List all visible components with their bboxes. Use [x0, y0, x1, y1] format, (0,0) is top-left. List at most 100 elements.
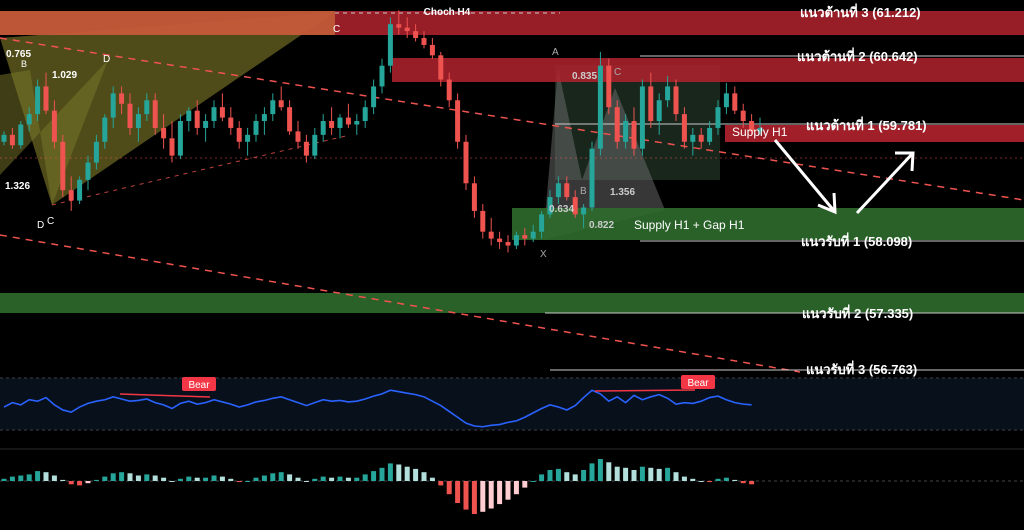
macd-bar [665, 467, 671, 481]
macd-bar [371, 471, 377, 481]
candle-body [270, 100, 276, 115]
support-2-zone [0, 293, 1024, 313]
left-trend-line [51, 134, 351, 206]
candle-body [497, 238, 503, 243]
point-label: X [540, 249, 547, 260]
candle-body [530, 231, 536, 239]
right-harmonic-pattern [543, 68, 665, 240]
macd-bar [463, 481, 469, 510]
candle-body [18, 124, 24, 146]
macd-bar [270, 473, 276, 481]
rsi-line [3, 389, 752, 428]
macd-bar [287, 474, 293, 481]
resistance-1-label: แนวต้านที่ 1 (59.781) [806, 116, 927, 133]
candle-body [581, 207, 587, 215]
macd-bar [152, 475, 158, 481]
candle-body [337, 117, 343, 128]
up-arrow-line [855, 151, 915, 215]
macd-bar [303, 481, 309, 482]
up-arrow-head [895, 151, 915, 172]
bear-badge-label: Bear [687, 378, 709, 389]
macd-bar [43, 472, 49, 481]
macd-bar [387, 463, 393, 481]
macd-bar [203, 477, 209, 481]
candle-body [740, 110, 746, 122]
candle-body [253, 121, 259, 135]
macd-bar [631, 470, 637, 481]
macd-bar [480, 481, 486, 512]
bear-divergence-line [119, 393, 211, 398]
candle-body [110, 93, 116, 118]
macd-bar [715, 478, 721, 481]
candle-body [119, 93, 125, 104]
macd-bar [68, 481, 74, 485]
macd-bar [161, 477, 167, 481]
macd-bar [144, 474, 150, 481]
candle-body [261, 114, 267, 122]
macd-bar [522, 481, 528, 488]
candle-body [144, 100, 150, 115]
candle-body [513, 235, 519, 246]
chart-title: Choch H4 [424, 7, 471, 18]
candle-body [68, 190, 74, 201]
macd-histogram [1, 459, 755, 514]
macd-bar [681, 476, 687, 481]
candle-body [463, 141, 469, 184]
candle-body [681, 114, 687, 142]
candle-body [597, 65, 603, 149]
macd-bar [488, 481, 494, 509]
supply-h1-zone [725, 125, 1024, 142]
ratio-label: 0.634 [549, 204, 574, 215]
resistance-2-zone [392, 58, 1024, 82]
macd-bar [228, 478, 234, 481]
candle-body [387, 24, 393, 66]
macd-bar [404, 466, 410, 481]
macd-bar [219, 476, 225, 481]
macd-bar [329, 477, 335, 481]
ratio-label: 0.822 [589, 220, 614, 231]
candle-body [102, 117, 108, 142]
candle-body [429, 44, 435, 56]
candle-body [505, 242, 511, 246]
candle-body [35, 86, 41, 115]
candle-body [648, 86, 654, 122]
resistance-2-label: แนวต้านที่ 2 (60.642) [797, 47, 918, 64]
candle-body [757, 127, 763, 132]
candle-body [203, 121, 209, 128]
macd-bar [354, 477, 360, 481]
candle-body [177, 121, 183, 156]
upper-channel-line [0, 37, 1024, 201]
candle-body [522, 235, 528, 239]
candle-body [287, 107, 293, 132]
macd-bar [110, 473, 116, 481]
macd-bar [589, 463, 595, 481]
demand-zone [512, 208, 1024, 240]
macd-bar [455, 481, 461, 503]
candle-body [43, 86, 49, 111]
candle-body [488, 231, 494, 239]
candle-body [320, 121, 326, 135]
candle-body [715, 107, 721, 128]
macd-bar [236, 481, 242, 483]
candle-body [245, 134, 251, 142]
macd-bar [446, 481, 452, 495]
macd-bar [740, 481, 746, 484]
candle-body [161, 127, 167, 139]
candle-body [278, 100, 284, 108]
candle-body [362, 107, 368, 122]
point-label: B [580, 186, 587, 197]
candle-body [236, 127, 242, 142]
candle-body [572, 197, 578, 215]
candle-body [413, 31, 419, 39]
candle-body [312, 134, 318, 156]
candle-body [379, 65, 385, 87]
macd-bar [413, 468, 419, 481]
macd-bar [707, 481, 713, 483]
ratio-label: 1.356 [610, 187, 635, 198]
candle-body [219, 107, 225, 118]
resistance-3-zone-overlap [0, 11, 335, 35]
candle-body [194, 110, 200, 128]
macd-bar [656, 468, 662, 481]
candle-body [93, 141, 99, 163]
macd-bar [539, 474, 545, 481]
